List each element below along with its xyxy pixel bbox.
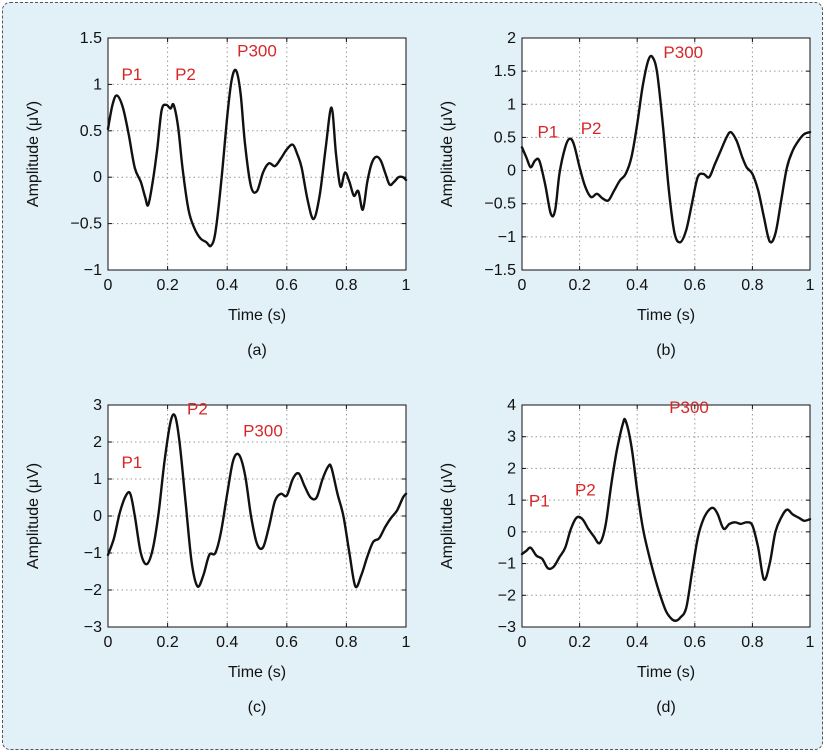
y-tick-label: −0.5 [484,196,516,213]
y-tick-label: 3 [93,397,102,414]
peak-label: P2 [187,399,208,418]
plot-area [522,405,810,627]
peak-label: P300 [243,421,283,440]
y-tick-label: −1.5 [484,262,516,279]
peak-label: P300 [663,43,703,62]
x-tick-label: 1 [402,634,411,651]
y-tick-label: 1.5 [494,63,516,80]
x-axis-label: Time (s) [228,307,286,324]
x-tick-label: 0.4 [626,277,648,294]
x-tick-label: 0.4 [216,277,238,294]
x-axis-label: Time (s) [228,664,286,681]
peak-label: P1 [538,122,559,141]
y-tick-label: −2 [498,587,516,604]
series-line-0 [106,68,408,248]
y-tick-label: 0.5 [80,123,102,140]
peak-label: P2 [581,119,602,138]
x-tick-label: 0.8 [741,634,763,651]
y-tick-label: 0 [507,524,516,541]
peak-label: P1 [529,491,550,510]
y-tick-label: 1.5 [80,30,102,47]
peak-label: P2 [175,65,196,84]
peak-label: P300 [669,398,709,417]
chart-0: 0 0.2 0.4 0.6 0.8 1 −1 −0.5 0 0.5 1 1.5 Time (s) Ampl… [25,30,411,359]
plot-frame [521,37,811,271]
y-axis-label: Amplitude (μV) [439,463,456,569]
plot-frame [107,37,407,271]
plot-area [108,38,406,270]
peak-label: P2 [575,480,596,499]
series-line-0 [106,413,408,589]
series-line-0 [520,54,812,244]
y-tick-label: 2 [93,434,102,451]
x-tick-label: 0 [104,277,113,294]
x-axis-label: Time (s) [637,664,695,681]
x-tick-label: 0.6 [684,634,706,651]
y-axis-label: Amplitude (μV) [25,101,42,207]
x-tick-label: 0.6 [684,277,706,294]
y-tick-label: 1 [507,96,516,113]
plot-frame [521,404,811,628]
y-tick-label: 0 [93,169,102,186]
y-tick-label: −2 [84,582,102,599]
y-tick-label: 1 [93,76,102,93]
chart-1: 0 0.2 0.4 0.6 0.8 1 −1.5 −1 −0.5 0 0.5 1 1.5 2 Time (s… [439,30,815,359]
y-tick-label: −1 [498,556,516,573]
peak-label: P1 [121,65,142,84]
y-tick-label: 0 [507,163,516,180]
y-tick-label: 2 [507,30,516,47]
peak-label: P300 [237,42,277,61]
x-tick-label: 0.8 [335,277,357,294]
y-axis-label: Amplitude (μV) [439,101,456,207]
chart-2: 0 0.2 0.4 0.6 0.8 1 −3 −2 −1 0 1 2 3 Time (s) Amplitud… [25,397,411,716]
y-tick-label: −1 [498,229,516,246]
x-tick-label: 0.2 [568,634,590,651]
y-tick-label: 0 [93,508,102,525]
y-tick-label: −1 [84,262,102,279]
x-tick-label: 0 [104,634,113,651]
x-tick-label: 0.8 [741,277,763,294]
x-axis-label: Time (s) [637,307,695,324]
x-tick-label: 0.4 [626,634,648,651]
y-tick-label: 4 [507,397,516,414]
subplot-caption: (d) [656,699,676,716]
peak-label: P1 [121,453,142,472]
subplot-caption: (b) [656,342,676,359]
y-tick-label: 3 [507,429,516,446]
x-tick-label: 0.2 [568,277,590,294]
x-tick-label: 1 [402,277,411,294]
x-tick-label: 0 [518,634,527,651]
x-tick-label: 0 [518,277,527,294]
x-tick-label: 0.2 [156,634,178,651]
y-tick-label: −3 [498,619,516,636]
y-tick-label: −0.5 [70,216,102,233]
x-tick-label: 1 [806,277,815,294]
y-axis-label: Amplitude (μV) [25,463,42,569]
chart-3: 0 0.2 0.4 0.6 0.8 1 −3 −2 −1 0 1 2 3 4 Time (s) Amplitu… [439,397,815,716]
x-tick-label: 0.6 [276,634,298,651]
y-tick-label: −3 [84,619,102,636]
x-tick-label: 0.4 [216,634,238,651]
y-tick-label: 2 [507,460,516,477]
y-tick-label: 0.5 [494,129,516,146]
x-tick-label: 0.6 [276,277,298,294]
y-tick-label: −1 [84,545,102,562]
x-tick-label: 1 [806,634,815,651]
x-tick-label: 0.2 [156,277,178,294]
series-line-0 [520,417,812,622]
y-tick-label: 1 [93,471,102,488]
subplot-caption: (c) [248,699,267,716]
y-tick-label: 1 [507,492,516,509]
subplot-caption: (a) [247,342,267,359]
x-tick-label: 0.8 [335,634,357,651]
